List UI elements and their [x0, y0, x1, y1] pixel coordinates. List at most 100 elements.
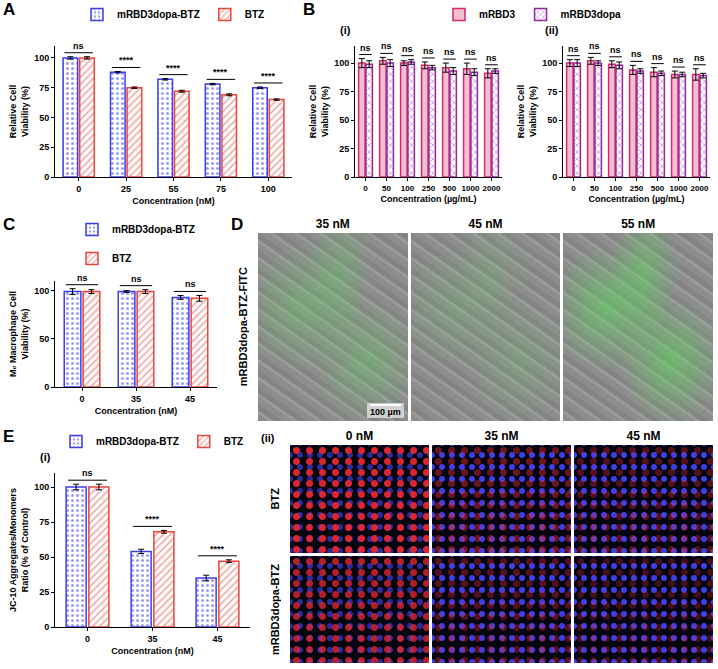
- svg-text:ns: ns: [652, 52, 663, 62]
- svg-text:2000: 2000: [483, 184, 501, 193]
- svg-text:35: 35: [147, 634, 157, 644]
- svg-text:ns: ns: [360, 43, 371, 53]
- svg-text:100: 100: [401, 184, 415, 193]
- svg-text:ns: ns: [673, 55, 684, 65]
- svg-text:250: 250: [422, 184, 436, 193]
- svg-text:50: 50: [39, 334, 49, 344]
- html-text:45 nM: 45 nM: [468, 217, 503, 231]
- svg-text:Concentration (nM): Concentration (nM): [111, 646, 194, 656]
- svg-text:****: ****: [119, 55, 134, 65]
- svg-text:55: 55: [168, 184, 178, 194]
- svg-text:ns: ns: [77, 273, 88, 283]
- svg-text:BTZ: BTZ: [245, 9, 264, 20]
- svg-text:ns: ns: [423, 46, 434, 56]
- svg-text:ns: ns: [131, 274, 142, 284]
- svg-text:100: 100: [34, 482, 49, 492]
- svg-text:25: 25: [121, 184, 131, 194]
- svg-text:50: 50: [39, 113, 49, 123]
- svg-text:50: 50: [382, 184, 391, 193]
- svg-text:0: 0: [571, 184, 576, 193]
- svg-text:75: 75: [39, 517, 49, 527]
- svg-text:mRBD3: mRBD3: [479, 9, 516, 20]
- svg-text:ns: ns: [381, 41, 392, 51]
- svg-text:100: 100: [261, 184, 276, 194]
- svg-text:ns: ns: [568, 44, 579, 54]
- svg-text:ns: ns: [589, 41, 600, 51]
- html-text:35 nM: 35 nM: [484, 429, 519, 443]
- svg-text:25: 25: [339, 144, 349, 154]
- svg-text:mRBD3dopa-BTZ: mRBD3dopa-BTZ: [112, 224, 195, 235]
- svg-text:(i): (i): [40, 451, 51, 463]
- svg-text:45: 45: [212, 634, 222, 644]
- svg-text:75: 75: [216, 184, 226, 194]
- svg-text:1000: 1000: [462, 184, 480, 193]
- svg-text:75: 75: [547, 87, 557, 97]
- svg-text:1000: 1000: [670, 184, 688, 193]
- svg-text:****: ****: [210, 544, 225, 554]
- svg-text:BTZ: BTZ: [112, 253, 131, 264]
- svg-text:0: 0: [76, 184, 81, 194]
- svg-text:Concentration (µg/mL): Concentration (µg/mL): [380, 194, 476, 204]
- svg-text:45: 45: [185, 394, 195, 404]
- svg-text:0: 0: [85, 634, 90, 644]
- svg-text:500: 500: [443, 184, 457, 193]
- svg-text:0: 0: [363, 184, 368, 193]
- svg-text:25: 25: [547, 144, 557, 154]
- html-text:55 nM: 55 nM: [621, 217, 656, 231]
- svg-text:****: ****: [145, 514, 160, 524]
- svg-text:0: 0: [44, 172, 49, 182]
- svg-text:75: 75: [39, 83, 49, 93]
- svg-text:100: 100: [609, 184, 623, 193]
- html-text:35 nM: 35 nM: [315, 217, 350, 231]
- svg-text:mRBD3dopa-BTZ: mRBD3dopa-BTZ: [96, 436, 179, 447]
- svg-text:ns: ns: [82, 468, 93, 478]
- svg-text:2000: 2000: [691, 184, 709, 193]
- svg-text:ns: ns: [402, 44, 413, 54]
- svg-text:mRBD3dopa: mRBD3dopa: [561, 9, 621, 20]
- svg-text:50: 50: [590, 184, 599, 193]
- svg-text:ns: ns: [444, 47, 455, 57]
- html-text:0 nM: 0 nM: [345, 429, 374, 443]
- svg-text:100: 100: [334, 58, 349, 68]
- svg-text:0: 0: [44, 382, 49, 392]
- svg-text:25: 25: [39, 587, 49, 597]
- svg-text:100: 100: [34, 53, 49, 63]
- svg-text:ns: ns: [631, 49, 642, 59]
- svg-text:250: 250: [630, 184, 644, 193]
- html-text:45 nM: 45 nM: [626, 429, 661, 443]
- svg-text:0: 0: [552, 172, 557, 182]
- svg-text:Concentration (nM): Concentration (nM): [95, 406, 178, 416]
- svg-text:ns: ns: [465, 47, 476, 57]
- svg-text:****: ****: [261, 71, 276, 81]
- svg-text:(i): (i): [340, 24, 351, 36]
- svg-text:ns: ns: [694, 53, 705, 63]
- svg-text:0: 0: [344, 172, 349, 182]
- svg-text:100: 100: [542, 58, 557, 68]
- svg-text:0: 0: [44, 622, 49, 632]
- svg-text:****: ****: [166, 63, 181, 73]
- svg-text:ns: ns: [73, 41, 84, 51]
- svg-text:75: 75: [339, 87, 349, 97]
- svg-text:100: 100: [34, 286, 49, 296]
- svg-text:50: 50: [339, 115, 349, 125]
- svg-text:(ii): (ii): [545, 24, 559, 36]
- svg-text:Concentration (nM): Concentration (nM): [132, 196, 215, 206]
- svg-text:35: 35: [131, 394, 141, 404]
- svg-text:mRBD3dopa-BTZ: mRBD3dopa-BTZ: [117, 9, 200, 20]
- svg-text:JC-10 Aggregates/MonomersRatio: JC-10 Aggregates/MonomersRatio (% of Con…: [8, 488, 30, 612]
- svg-text:25: 25: [39, 142, 49, 152]
- svg-text:ns: ns: [185, 279, 196, 289]
- svg-text:Relative CellViability (%): Relative CellViability (%): [516, 85, 538, 139]
- svg-text:Concentration (µg/mL): Concentration (µg/mL): [588, 194, 684, 204]
- svg-text:Relative CellViability (%): Relative CellViability (%): [308, 85, 330, 139]
- svg-text:M₀ Macrophage CellViability (%: M₀ Macrophage CellViability (%): [8, 291, 30, 377]
- svg-text:Relative CellViability (%): Relative CellViability (%): [8, 85, 30, 139]
- svg-text:0: 0: [79, 394, 84, 404]
- svg-text:****: ****: [213, 67, 228, 77]
- svg-text:ns: ns: [486, 53, 497, 63]
- svg-text:50: 50: [39, 552, 49, 562]
- svg-text:BTZ: BTZ: [224, 436, 243, 447]
- svg-text:500: 500: [651, 184, 665, 193]
- svg-text:50: 50: [547, 115, 557, 125]
- svg-text:ns: ns: [610, 45, 621, 55]
